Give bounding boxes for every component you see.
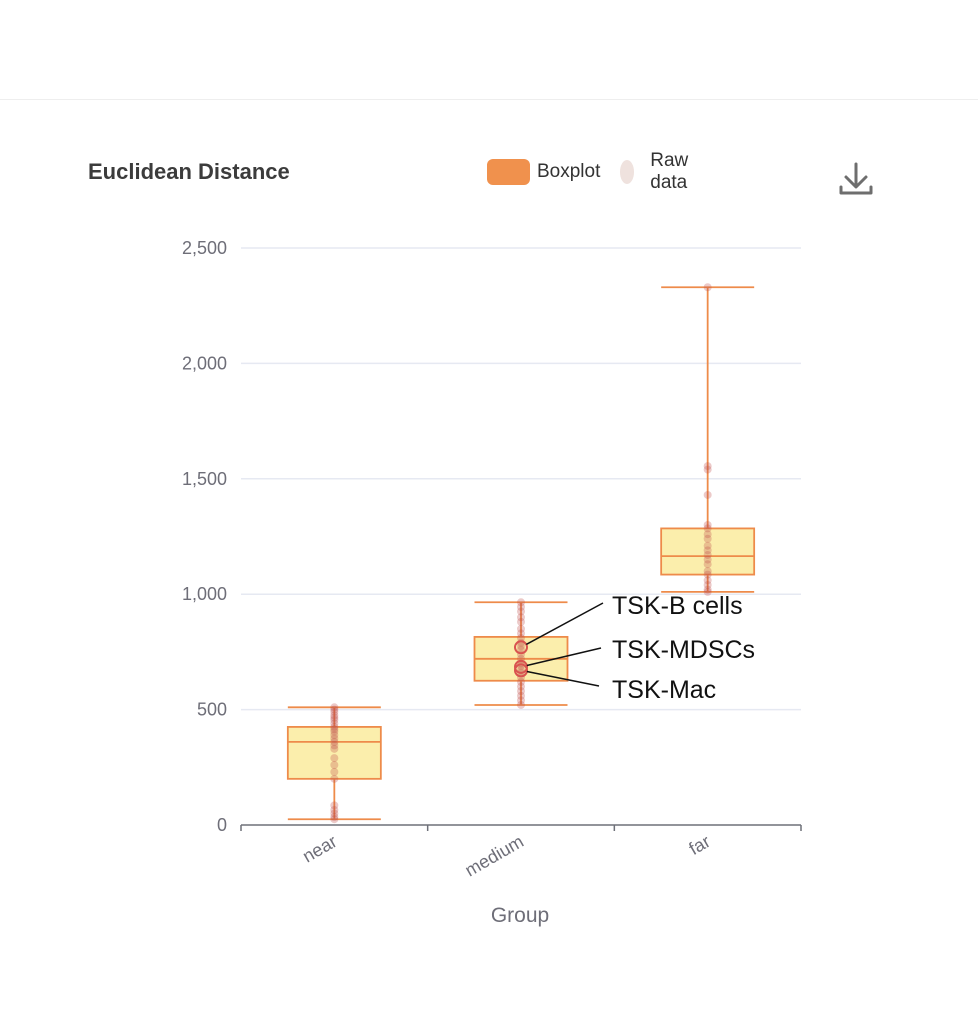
data-point-far-15 — [704, 491, 712, 499]
y-tick-label-4: 2,000 — [182, 353, 227, 373]
y-axis-ticks: 0 500 1,000 1,500 2,000 2,500 — [182, 238, 227, 835]
data-point-far-18 — [704, 283, 712, 291]
data-point-far-14 — [704, 521, 712, 529]
data-point-far-17 — [704, 462, 712, 470]
data-point-medium-18 — [517, 625, 525, 633]
x-tick-label-far: far — [685, 831, 713, 859]
annotation-label-0: TSK-B cells — [612, 592, 743, 620]
x-tick-label-medium: medium — [462, 831, 527, 880]
data-point-far-5 — [704, 567, 712, 575]
y-tick-label-5: 2,500 — [182, 238, 227, 258]
data-point-near-4 — [330, 801, 338, 809]
y-tick-label-0: 0 — [217, 815, 227, 835]
x-tick-label-near: near — [299, 831, 340, 866]
annotation-label-2: TSK-Mac — [612, 676, 716, 704]
y-tick-label-3: 1,500 — [182, 469, 227, 489]
data-point-near-6 — [330, 768, 338, 776]
y-tick-label-1: 500 — [197, 700, 227, 720]
data-point-near-5 — [330, 775, 338, 783]
data-point-far-10 — [704, 542, 712, 550]
x-axis-title: Group — [491, 904, 549, 927]
y-tick-label-2: 1,000 — [182, 584, 227, 604]
x-axis: near medium far — [241, 825, 801, 880]
data-point-near-8 — [330, 754, 338, 762]
data-point-near-7 — [330, 761, 338, 769]
annotation-label-1: TSK-MDSCs — [612, 636, 755, 664]
raw-data-series — [330, 283, 711, 823]
box-series — [288, 287, 754, 819]
data-point-medium-23 — [517, 598, 525, 606]
data-point-near-23 — [330, 703, 338, 711]
